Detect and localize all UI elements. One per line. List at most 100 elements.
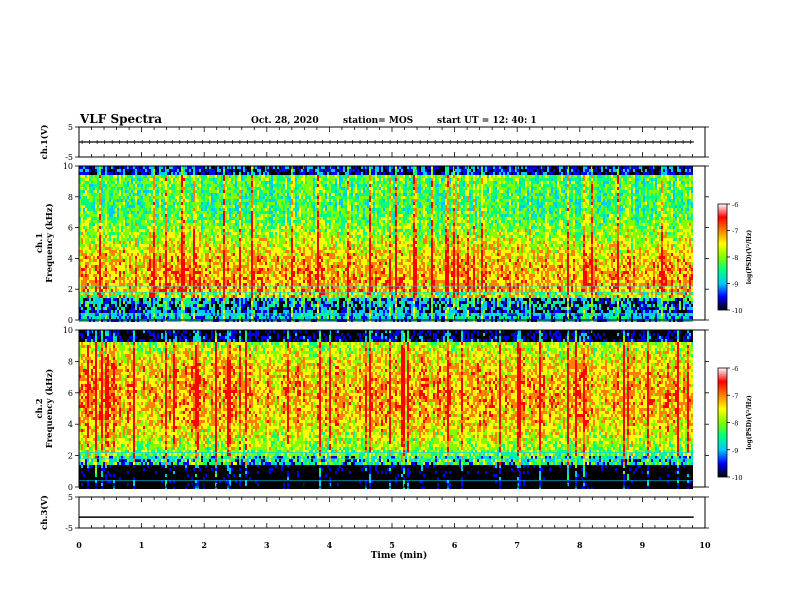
spectrogram-cell [117,229,119,232]
spectrogram-cell [87,238,89,241]
spectrogram-cell [87,175,89,178]
spectrogram-cell [105,268,107,271]
spectrogram-cell [121,193,123,196]
spectrogram-cell [91,310,93,313]
spectrogram-cell [87,244,89,247]
spectrogram-cell [83,169,85,172]
spectrogram-cell [117,280,119,283]
spectrogram-cell [103,175,105,178]
spectrogram-cell [117,304,119,307]
spectrogram-cell [99,271,101,274]
spectrogram-cell [93,253,95,256]
spectrogram-cell [113,310,115,313]
spectrogram-cell [109,184,111,187]
spectrogram-cell [93,178,95,181]
spectrogram-cell [111,217,113,220]
spectrogram-cell [97,205,99,208]
spectrogram-cell [83,193,85,196]
spectrogram-cell [123,244,125,247]
spectrogram-cell [121,175,123,178]
spectrogram-cell [99,283,101,286]
spectrogram-cell [109,271,111,274]
spectrogram-cell [105,238,107,241]
spectrogram-cell [103,277,105,280]
spectrogram-cell [85,202,87,205]
spectrogram-cell [93,265,95,268]
spectrogram-cell [87,262,89,265]
spectrogram-cell [119,244,121,247]
spectrogram-cell [103,238,105,241]
spectrogram-cell [95,316,97,319]
spectrogram-cell [101,298,103,301]
spectrogram-cell [113,229,115,232]
station-label: station= MOS [343,116,413,126]
spectrogram-cell [125,280,127,283]
spectrogram-cell [91,238,93,241]
spectrogram-cell [119,220,121,223]
spectrogram-cell [117,172,119,175]
spectrogram-cell [121,301,123,304]
spectrogram-cell [99,184,101,187]
spectrogram-cell [123,247,125,250]
spectrogram-cell [101,235,103,238]
spectrogram-cell [105,301,107,304]
spectrogram-cell [81,190,83,193]
spectrogram-cell [111,283,113,286]
spectrogram-cell [93,184,95,187]
spectrogram-cell [93,289,95,292]
spectrogram-cell [117,250,119,253]
spectrogram-cell [83,175,85,178]
spectrogram-cell [99,214,101,217]
spectrogram-cell [99,259,101,262]
spectrogram-cell [115,304,117,307]
spectrogram-cell [81,304,83,307]
spectrogram-cell [93,277,95,280]
spectrogram-cell [89,310,91,313]
spectrogram-cell [85,169,87,172]
spectrogram-cell [85,301,87,304]
spectrogram-cell [83,250,85,253]
spectrogram-cell [123,277,125,280]
spectrogram-cell [95,205,97,208]
spectrogram-cell [113,175,115,178]
spectrogram-cell [89,223,91,226]
spectrogram-cell [121,256,123,259]
spectrogram-cell [113,232,115,235]
spectrogram-cell [103,268,105,271]
spectrogram-cell [125,247,127,250]
spectrogram-cell [119,199,121,202]
spectrogram-cell [83,280,85,283]
spectrogram-cell [115,172,117,175]
spectrogram-cell [115,208,117,211]
spectrogram-cell [91,295,93,298]
spectrogram-cell [93,304,95,307]
spectrogram-cell [83,259,85,262]
spectrogram-cell [119,190,121,193]
spectrogram-cell [121,316,123,319]
spectrogram-cell [85,178,87,181]
spectrogram-cell [99,262,101,265]
spectrogram-cell [117,259,119,262]
spectrogram-cell [85,259,87,262]
spectrogram-cell [89,196,91,199]
spectrogram-cell [91,265,93,268]
spectrogram-cell [87,253,89,256]
spectrogram-cell [113,181,115,184]
spectrogram-cell [117,256,119,259]
spectrogram-cell [91,241,93,244]
spectrogram-cell [101,316,103,319]
spectrogram-cell [95,253,97,256]
spectrogram-cell [113,193,115,196]
spectrogram-cell [91,214,93,217]
spectrogram-cell [115,253,117,256]
spectrogram-cell [123,175,125,178]
spectrogram-cell [111,181,113,184]
spectrogram-cell [107,214,109,217]
spectrogram-cell [107,238,109,241]
spectrogram-cell [103,280,105,283]
spectrogram-cell [105,220,107,223]
spectrogram-cell [109,220,111,223]
spectrogram-cell [97,307,99,310]
spectrogram-cell [121,283,123,286]
spectrogram-cell [91,220,93,223]
